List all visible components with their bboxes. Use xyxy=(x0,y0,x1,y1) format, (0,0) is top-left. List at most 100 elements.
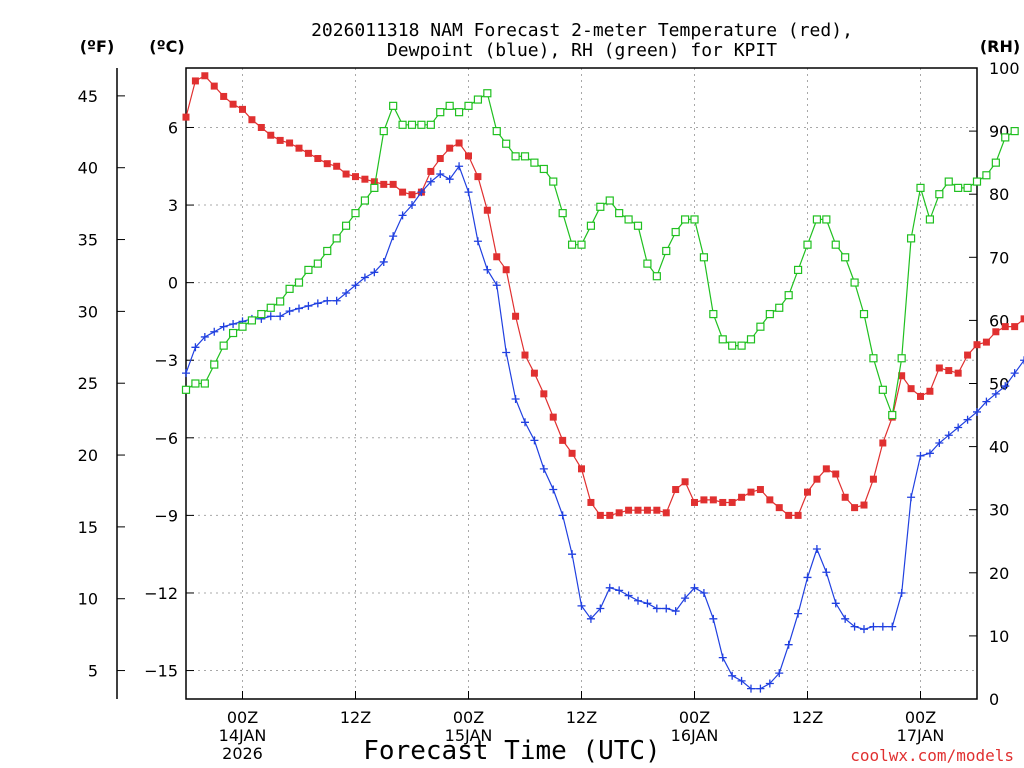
dewpoint-point xyxy=(229,320,238,329)
2-meter-temperature-point xyxy=(832,470,840,478)
rh-point xyxy=(605,196,614,205)
dewpoint-point xyxy=(888,622,897,631)
rh-point xyxy=(869,354,878,363)
rh-point xyxy=(511,152,520,161)
dewpoint-point xyxy=(586,614,595,623)
2-meter-temperature-point xyxy=(493,253,501,261)
dewpoint-point xyxy=(963,415,972,424)
rh-point xyxy=(982,171,991,180)
dewpoint-point xyxy=(812,545,821,554)
rh-point xyxy=(841,253,850,262)
dewpoint-point xyxy=(925,449,934,458)
rh-point xyxy=(888,410,897,420)
2-meter-temperature-point xyxy=(822,465,830,473)
dewpoint-point xyxy=(549,485,558,494)
dewpoint-point xyxy=(681,594,690,603)
celsius-tick-label: 3 xyxy=(168,196,178,215)
rh-point xyxy=(662,246,671,256)
2-meter-temperature-point xyxy=(898,372,906,380)
rh-point xyxy=(417,120,426,129)
dewpoint-point xyxy=(530,436,539,445)
dewpoint-point xyxy=(643,599,652,608)
2-meter-temperature-point xyxy=(615,509,623,517)
fahrenheit-tick-label: 10 xyxy=(78,590,98,609)
2-meter-temperature-point xyxy=(389,180,397,188)
x-axis-title: Forecast Time (UTC) xyxy=(363,736,660,766)
rh-point xyxy=(539,164,548,174)
2-meter-temperature-point xyxy=(785,511,793,519)
rh-point xyxy=(219,341,228,350)
2-meter-temperature-point xyxy=(992,328,1000,336)
2-meter-temperature-point xyxy=(879,439,887,447)
2-meter-temperature-point xyxy=(860,501,868,509)
dewpoint-point xyxy=(276,312,285,321)
x-tick-label: 2026 xyxy=(222,744,263,763)
rh-point xyxy=(426,120,435,129)
rh-tick-label: 50 xyxy=(989,375,1009,394)
rh-point xyxy=(323,246,332,256)
dewpoint-point xyxy=(295,304,303,313)
rh-point xyxy=(624,215,633,224)
rh-point xyxy=(991,158,1000,167)
celsius-tick-label: −6 xyxy=(154,429,178,448)
x-tick-label: 17JAN xyxy=(897,726,945,745)
2-meter-temperature-point xyxy=(700,496,708,504)
rh-point xyxy=(304,265,313,275)
dewpoint-point xyxy=(342,288,351,297)
dewpoint-point xyxy=(662,604,671,613)
rh-point xyxy=(718,335,727,344)
dewpoint-point xyxy=(379,257,388,266)
dewpoint-point xyxy=(794,609,803,618)
fahrenheit-tick-label: 45 xyxy=(78,87,98,106)
rh-point xyxy=(436,108,445,117)
dewpoint-point xyxy=(1020,356,1024,365)
dewpoint-line xyxy=(185,165,1024,690)
rh-point xyxy=(379,126,388,136)
dewpoint-point xyxy=(596,604,605,613)
dewpoint-series xyxy=(182,162,1024,693)
dewpoint-point xyxy=(417,188,426,197)
rh-tick-label: 40 xyxy=(989,438,1009,457)
rh-point xyxy=(1001,133,1010,142)
rh-point xyxy=(238,322,247,331)
2-meter-temperature-point xyxy=(201,72,209,80)
dewpoint-point xyxy=(200,332,209,341)
2-meter-temperature-line xyxy=(185,75,1024,517)
dewpoint-point xyxy=(568,550,577,559)
dewpoint-point xyxy=(671,607,680,616)
rh-tick-label: 10 xyxy=(989,627,1009,646)
rh-point xyxy=(699,253,709,262)
chart-title-line-2: Dewpoint (blue), RH (green) for KPIT xyxy=(387,40,777,61)
rh-point xyxy=(746,335,756,344)
rh-tick-label: 100 xyxy=(989,59,1020,78)
rh-point xyxy=(897,354,906,363)
rh-point xyxy=(935,190,944,199)
dewpoint-point xyxy=(266,312,275,321)
dewpoint-point xyxy=(916,451,925,460)
rh-point xyxy=(906,234,916,243)
rh-point xyxy=(464,101,473,110)
rh-point xyxy=(643,259,652,268)
dewpoint-point xyxy=(464,188,473,197)
dewpoint-point xyxy=(304,301,313,310)
celsius-tick-label: −12 xyxy=(144,584,178,603)
rh-point xyxy=(332,234,341,243)
dewpoint-point xyxy=(219,322,228,331)
dewpoint-point xyxy=(944,431,953,440)
rh-point xyxy=(181,385,191,394)
2-meter-temperature-point xyxy=(276,136,284,144)
x-tick-label: 00Z xyxy=(905,708,936,727)
2-meter-temperature-point xyxy=(926,387,934,395)
rh-point xyxy=(944,177,953,186)
dewpoint-point xyxy=(869,622,878,631)
rh-point xyxy=(671,227,680,237)
2-meter-temperature-point xyxy=(954,369,962,377)
dewpoint-point xyxy=(803,573,812,582)
rh-unit-label: (RH) xyxy=(980,37,1020,56)
2-meter-temperature-point xyxy=(747,488,755,496)
rh-point xyxy=(972,177,982,186)
2-meter-temperature-point xyxy=(408,191,416,199)
rh-point xyxy=(963,183,972,192)
x-tick-label: 00Z xyxy=(453,708,484,727)
2-meter-temperature-point xyxy=(625,506,633,514)
